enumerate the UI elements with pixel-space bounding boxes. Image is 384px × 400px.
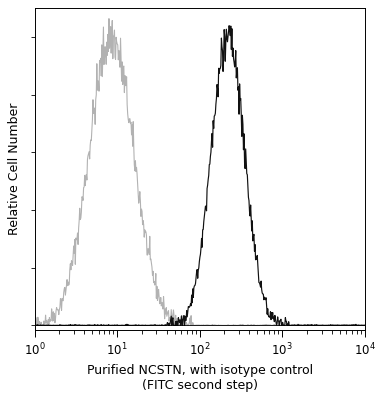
- Y-axis label: Relative Cell Number: Relative Cell Number: [8, 103, 22, 235]
- X-axis label: Purified NCSTN, with isotype control
(FITC second step): Purified NCSTN, with isotype control (FI…: [86, 364, 313, 392]
